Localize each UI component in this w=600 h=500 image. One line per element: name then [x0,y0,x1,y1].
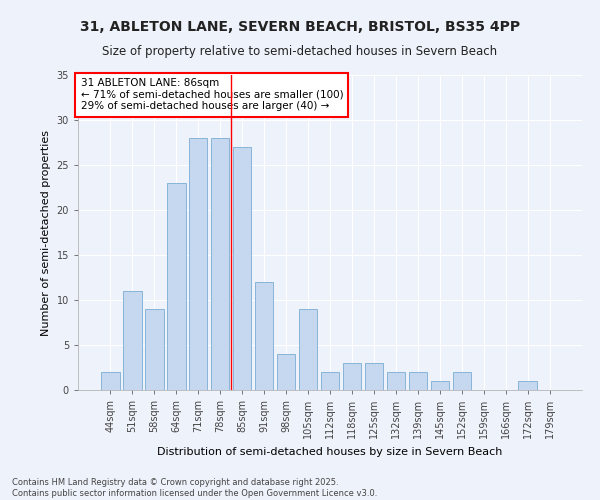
X-axis label: Distribution of semi-detached houses by size in Severn Beach: Distribution of semi-detached houses by … [157,446,503,456]
Y-axis label: Number of semi-detached properties: Number of semi-detached properties [41,130,51,336]
Bar [233,147,251,390]
Text: Size of property relative to semi-detached houses in Severn Beach: Size of property relative to semi-detach… [103,45,497,58]
Bar [409,372,427,390]
Bar [343,363,361,390]
Bar [123,291,142,390]
Bar [145,309,164,390]
Bar [452,372,471,390]
Text: Contains HM Land Registry data © Crown copyright and database right 2025.
Contai: Contains HM Land Registry data © Crown c… [12,478,377,498]
Bar [320,372,340,390]
Bar [277,354,295,390]
Bar [431,381,449,390]
Bar [101,372,119,390]
Bar [189,138,208,390]
Bar [211,138,229,390]
Bar [255,282,274,390]
Bar [518,381,537,390]
Bar [299,309,317,390]
Bar [386,372,405,390]
Text: 31 ABLETON LANE: 86sqm
← 71% of semi-detached houses are smaller (100)
29% of se: 31 ABLETON LANE: 86sqm ← 71% of semi-det… [80,78,343,112]
Bar [365,363,383,390]
Text: 31, ABLETON LANE, SEVERN BEACH, BRISTOL, BS35 4PP: 31, ABLETON LANE, SEVERN BEACH, BRISTOL,… [80,20,520,34]
Bar [167,183,185,390]
